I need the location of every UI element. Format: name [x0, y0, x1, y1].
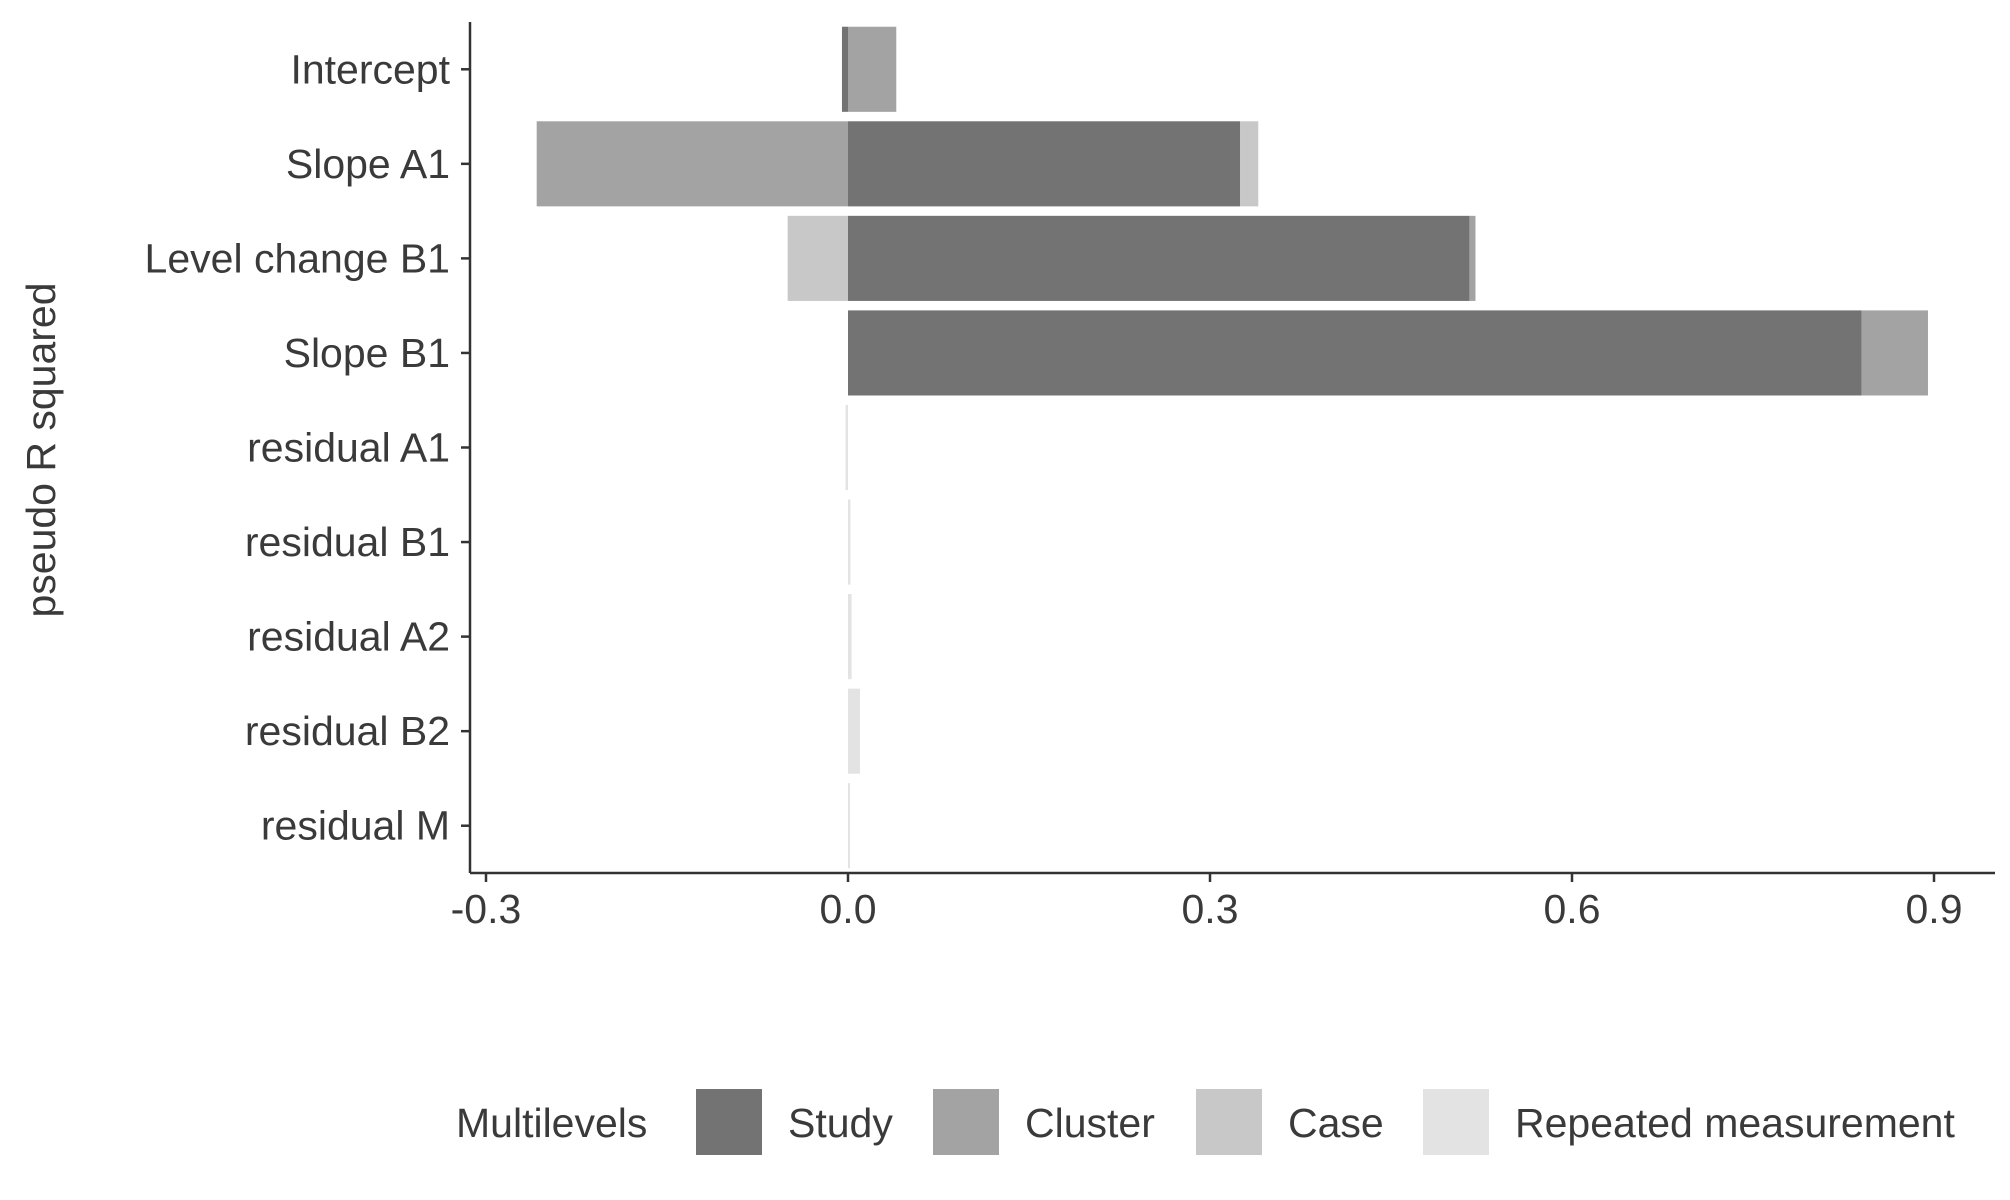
legend-title: Multilevels: [456, 1100, 647, 1146]
legend-items: Study Cluster Case Repeated measurement: [696, 1089, 1955, 1155]
bars-layer: [536, 26, 1928, 869]
y-tick-label: Slope A1: [286, 141, 450, 187]
bar-repeated-measurement-residual-b1: [848, 499, 851, 585]
bar-cluster-level-change-b1: [1469, 215, 1476, 301]
y-tick-label: Slope B1: [284, 330, 450, 376]
y-tick-label: residual A2: [247, 614, 450, 660]
bar-study-intercept: [841, 26, 848, 112]
y-tick-label: residual B2: [245, 708, 450, 754]
bar-study-slope-b1: [848, 310, 1862, 396]
bar-cluster-slope-b1: [1861, 310, 1928, 396]
legend-swatch-cluster: [933, 1089, 999, 1155]
bar-repeated-measurement-residual-b2: [848, 688, 861, 774]
bar-repeated-measurement-residual-m: [848, 783, 850, 869]
y-tick-label: residual B1: [245, 519, 450, 565]
x-tick-label: 0.3: [1182, 886, 1239, 932]
x-tick-label: -0.3: [451, 886, 522, 932]
bar-cluster-intercept: [848, 26, 897, 112]
y-tick-label: residual M: [261, 803, 450, 849]
bar-repeated-measurement-residual-a1: [845, 404, 848, 491]
y-axis-title: pseudo R squared: [18, 282, 64, 617]
legend-swatch-repeated-measurement: [1423, 1089, 1489, 1155]
legend-label-cluster: Cluster: [1025, 1100, 1155, 1146]
x-axis-ticks: -0.3 0.0 0.3 0.6 0.9: [451, 873, 1963, 932]
y-tick-label: residual A1: [247, 425, 450, 471]
legend-label-repeated-measurement: Repeated measurement: [1515, 1100, 1955, 1146]
x-tick-label: 0.6: [1544, 886, 1601, 932]
legend-label-case: Case: [1288, 1100, 1384, 1146]
bar-cluster-slope-a1: [536, 121, 848, 207]
y-tick-label: Level change B1: [145, 235, 450, 281]
y-tick-label: Intercept: [290, 46, 450, 92]
x-tick-label: 0.9: [1906, 886, 1963, 932]
legend-label-study: Study: [788, 1100, 893, 1146]
x-tick-label: 0.0: [820, 886, 877, 932]
legend: Multilevels Study Cluster Case Repeated mea…: [456, 1089, 1955, 1155]
bar-study-slope-a1: [848, 121, 1241, 207]
bar-case-slope-a1: [1240, 121, 1259, 207]
bar-study-level-change-b1: [848, 215, 1470, 301]
bar-case-level-change-b1: [787, 215, 848, 301]
y-axis-ticks: Intercept Slope A1 Level change B1 Slope B1…: [145, 46, 470, 849]
bar-repeated-measurement-residual-a2: [848, 594, 852, 680]
legend-swatch-study: [696, 1089, 762, 1155]
legend-swatch-case: [1196, 1089, 1262, 1155]
